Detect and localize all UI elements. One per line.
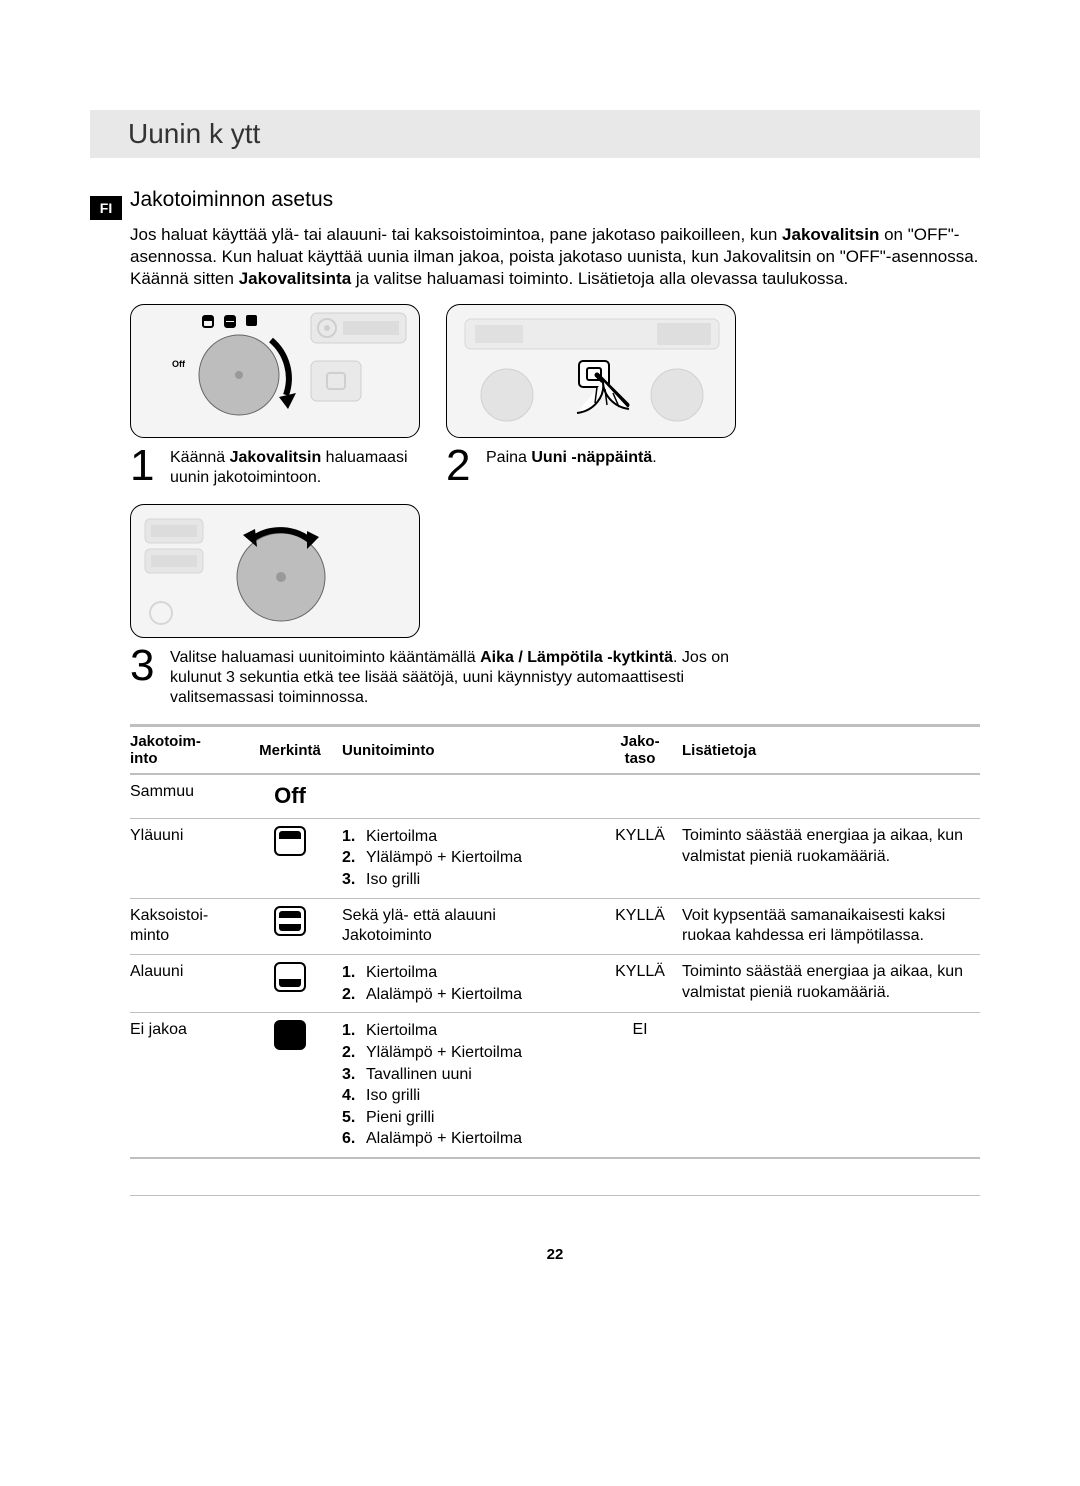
func-item: Kiertoilma xyxy=(342,962,598,984)
page-title: Uunin k ytt xyxy=(128,118,260,150)
mark-cell xyxy=(242,898,342,955)
func-item: Iso grilli xyxy=(342,869,598,891)
func-cell: KiertoilmaYlälämpö + KiertoilmaTavalline… xyxy=(342,1013,602,1158)
step-3: 3 Valitse haluamasi uunitoiminto kääntäm… xyxy=(130,646,740,708)
info-cell: Toiminto säästää energiaa ja aikaa, kun … xyxy=(682,955,980,1013)
info-cell: Voit kypsentää samanaikaisesti kaksi ruo… xyxy=(682,898,980,955)
step-text: Käännä Jakovalitsin haluamaasi uunin jak… xyxy=(170,446,420,488)
table-row: Alauuni KiertoilmaAlalämpö + KiertoilmaKY… xyxy=(130,955,980,1013)
table-row: Sammuu Off xyxy=(130,774,980,818)
func-item: Pieni grilli xyxy=(342,1107,598,1129)
func-cell: KiertoilmaYlälämpö + KiertoilmaIso grill… xyxy=(342,818,602,898)
mark-off: Off xyxy=(274,783,306,808)
func-item: Kiertoilma xyxy=(342,1020,598,1042)
info-cell xyxy=(682,774,980,818)
divider-cell: KYLLÄ xyxy=(602,955,682,1013)
mode-cell: Yläuuni xyxy=(130,818,242,898)
func-cell: KiertoilmaAlalämpö + Kiertoilma xyxy=(342,955,602,1013)
mark-icon-top xyxy=(274,826,306,856)
intro-paragraph: Jos haluat käyttää ylä- tai alauuni- tai… xyxy=(130,224,980,290)
step-text: Paina Uuni -näppäintä. xyxy=(486,446,657,488)
step-1: 1 Käännä Jakovalitsin haluamaasi uunin j… xyxy=(130,446,420,488)
step-number: 2 xyxy=(446,446,486,488)
step-text: Valitse haluamasi uunitoiminto kääntämäl… xyxy=(170,646,740,708)
section-title: Jakotoiminnon asetus xyxy=(130,188,980,212)
divider-cell xyxy=(602,774,682,818)
func-item: Ylälämpö + Kiertoilma xyxy=(342,1042,598,1064)
divider-cell: KYLLÄ xyxy=(602,818,682,898)
step-number: 1 xyxy=(130,446,170,488)
mark-cell xyxy=(242,955,342,1013)
mark-icon-bot xyxy=(274,962,306,992)
mode-cell: Ei jakoa xyxy=(130,1013,242,1158)
mark-icon-both xyxy=(274,906,306,936)
info-cell: Toiminto säästää energiaa ja aikaa, kun … xyxy=(682,818,980,898)
func-cell xyxy=(342,774,602,818)
mark-cell xyxy=(242,818,342,898)
step1-illustration: Off xyxy=(130,304,420,438)
mode-cell: Kaksoistoi-minto xyxy=(130,898,242,955)
func-item: Kiertoilma xyxy=(342,826,598,848)
mode-cell: Alauuni xyxy=(130,955,242,1013)
func-item: Ylälämpö + Kiertoilma xyxy=(342,847,598,869)
mark-cell xyxy=(242,1013,342,1158)
func-cell: Sekä ylä- että alauuniJakotoiminto xyxy=(342,898,602,955)
modes-table: Jakotoim-into Merkintä Uunitoiminto Jako… xyxy=(130,724,980,1159)
table-row: Ei jakoa KiertoilmaYlälämpö + KiertoilmaT… xyxy=(130,1013,980,1158)
mode-cell: Sammuu xyxy=(130,774,242,818)
func-item: Alalämpö + Kiertoilma xyxy=(342,984,598,1006)
footer-rule xyxy=(130,1195,980,1196)
func-item: Tavallinen uuni xyxy=(342,1064,598,1086)
mark-cell: Off xyxy=(242,774,342,818)
table-row: Kaksoistoi-minto Sekä ylä- että alauuniJa… xyxy=(130,898,980,955)
svg-text:Off: Off xyxy=(172,359,186,369)
language-badge: FI xyxy=(90,196,122,220)
page-number: 22 xyxy=(130,1246,980,1263)
info-cell xyxy=(682,1013,980,1158)
func-item: Iso grilli xyxy=(342,1085,598,1107)
step2-illustration xyxy=(446,304,736,438)
page-header: Uunin k ytt xyxy=(90,110,980,158)
divider-cell: EI xyxy=(602,1013,682,1158)
table-row: Yläuuni KiertoilmaYlälämpö + KiertoilmaIs… xyxy=(130,818,980,898)
mark-icon-full xyxy=(274,1020,306,1050)
step3-illustration xyxy=(130,504,420,638)
divider-cell: KYLLÄ xyxy=(602,898,682,955)
step-2: 2 Paina Uuni -näppäintä. xyxy=(446,446,736,488)
step-number: 3 xyxy=(130,646,170,708)
func-item: Alalämpö + Kiertoilma xyxy=(342,1128,598,1150)
